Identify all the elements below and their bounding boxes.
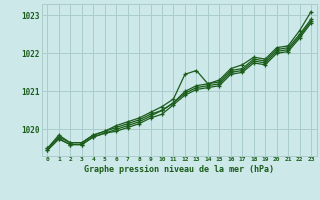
X-axis label: Graphe pression niveau de la mer (hPa): Graphe pression niveau de la mer (hPa)	[84, 165, 274, 174]
